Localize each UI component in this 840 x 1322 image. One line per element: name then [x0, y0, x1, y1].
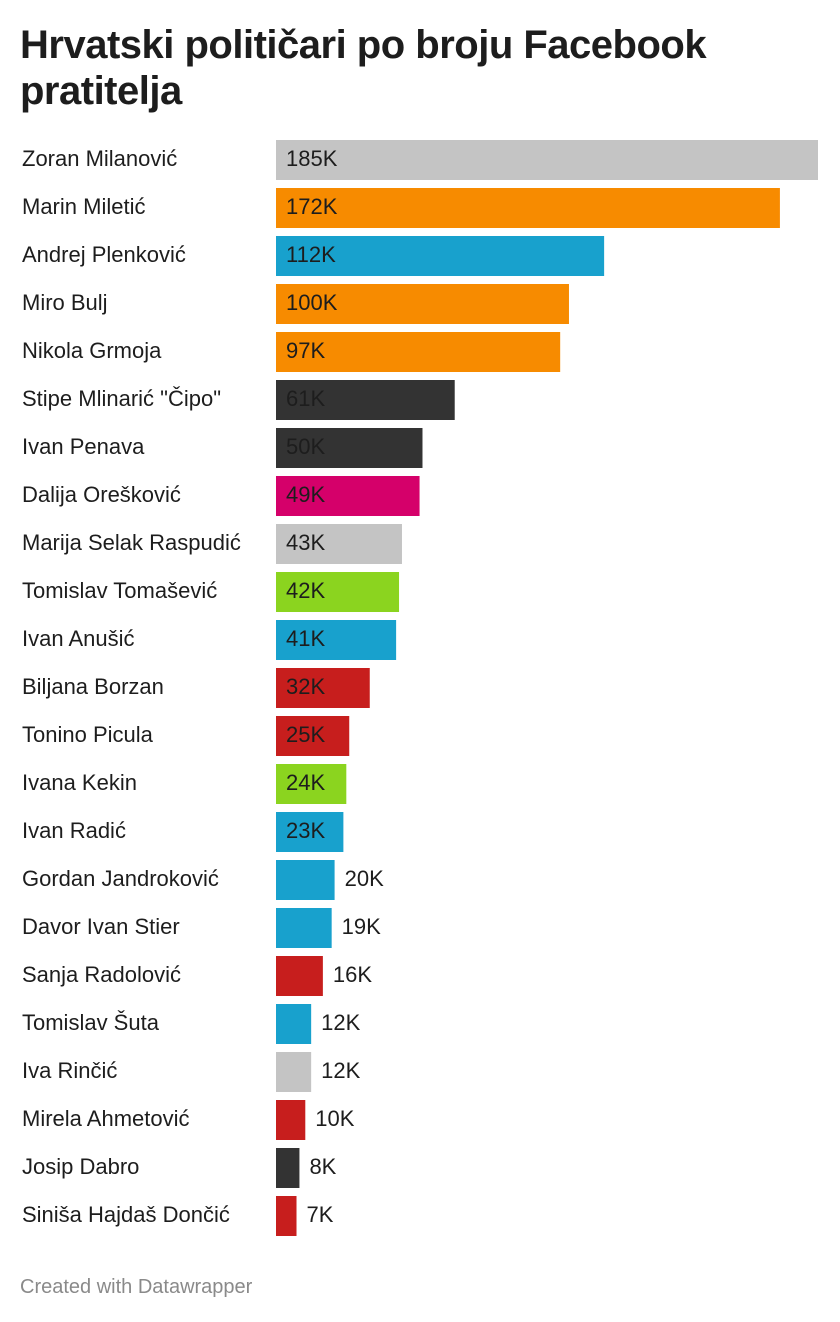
category-label: Mirela Ahmetović	[22, 1106, 190, 1131]
category-label: Ivan Anušić	[22, 626, 135, 651]
category-label: Biljana Borzan	[22, 674, 164, 699]
bar	[276, 668, 370, 708]
value-label: 16K	[333, 962, 372, 987]
value-label: 100K	[286, 290, 338, 315]
category-label: Marin Miletić	[22, 194, 145, 219]
value-label: 7K	[307, 1202, 334, 1227]
value-label: 41K	[286, 626, 325, 651]
bar	[276, 140, 818, 180]
value-label: 25K	[286, 722, 325, 747]
bar	[276, 188, 780, 228]
value-label: 32K	[286, 674, 325, 699]
bar	[276, 1148, 300, 1188]
bar	[276, 860, 335, 900]
bar	[276, 812, 344, 852]
category-label: Dalija Orešković	[22, 482, 181, 507]
bar	[276, 908, 332, 948]
category-label: Tonino Picula	[22, 722, 154, 747]
category-label: Zoran Milanović	[22, 146, 177, 171]
category-label: Stipe Mlinarić "Čipo"	[22, 386, 221, 411]
bar	[276, 1196, 297, 1236]
bar	[276, 1100, 306, 1140]
bar	[276, 716, 350, 756]
bar	[276, 476, 420, 516]
category-label: Josip Dabro	[22, 1154, 139, 1179]
value-label: 20K	[345, 866, 384, 891]
category-label: Tomislav Šuta	[22, 1010, 160, 1035]
value-label: 97K	[286, 338, 325, 363]
value-label: 50K	[286, 434, 325, 459]
value-label: 185K	[286, 146, 338, 171]
value-label: 10K	[315, 1106, 354, 1131]
category-label: Sanja Radolović	[22, 962, 181, 987]
bar	[276, 956, 323, 996]
bar	[276, 428, 423, 468]
bar	[276, 572, 400, 612]
category-label: Ivan Penava	[22, 434, 145, 459]
category-label: Siniša Hajdaš Dončić	[22, 1202, 230, 1227]
category-label: Marija Selak Raspudić	[22, 530, 241, 555]
bar	[276, 764, 347, 804]
category-label: Miro Bulj	[22, 290, 108, 315]
value-label: 49K	[286, 482, 325, 507]
bar	[276, 380, 455, 420]
value-label: 61K	[286, 386, 325, 411]
value-label: 12K	[321, 1058, 360, 1083]
category-label: Ivana Kekin	[22, 770, 137, 795]
bar	[276, 332, 561, 372]
bar	[276, 1052, 312, 1092]
category-label: Tomislav Tomašević	[22, 578, 217, 603]
value-label: 172K	[286, 194, 338, 219]
value-label: 24K	[286, 770, 325, 795]
chart-title: Hrvatski političari po broju Facebook pr…	[20, 23, 707, 113]
value-label: 12K	[321, 1010, 360, 1035]
category-label: Nikola Grmoja	[22, 338, 162, 363]
category-label: Iva Rinčić	[22, 1058, 117, 1083]
value-label: 112K	[286, 242, 336, 267]
value-label: 43K	[286, 530, 325, 555]
value-label: 8K	[309, 1154, 336, 1179]
bar	[276, 620, 397, 660]
value-label: 23K	[286, 818, 325, 843]
bar	[276, 524, 402, 564]
category-label: Davor Ivan Stier	[22, 914, 180, 939]
bar	[276, 1004, 312, 1044]
bar	[276, 284, 569, 324]
value-label: 42K	[286, 578, 325, 603]
value-label: 19K	[342, 914, 381, 939]
category-label: Ivan Radić	[22, 818, 126, 843]
category-label: Andrej Plenković	[22, 242, 186, 267]
category-label: Gordan Jandroković	[22, 866, 219, 891]
bar	[276, 236, 605, 276]
credit: Created with Datawrapper	[20, 1276, 253, 1298]
